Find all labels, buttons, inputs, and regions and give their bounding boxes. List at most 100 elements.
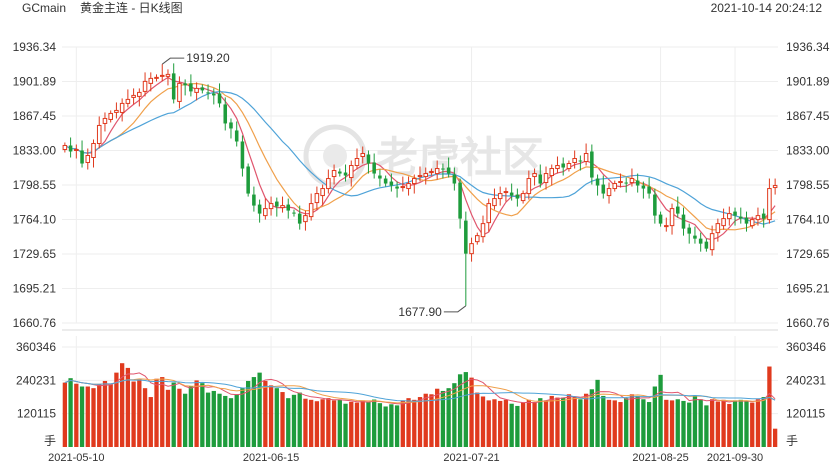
candle-body	[234, 130, 239, 142]
volume-bar	[572, 397, 577, 447]
y-tick-right: 1901.89	[786, 75, 830, 89]
volume-bar	[492, 399, 497, 447]
volume-bar	[624, 398, 629, 447]
volume-bar	[652, 386, 657, 447]
volume-bar	[200, 383, 205, 447]
volume-bar	[280, 392, 285, 447]
candle-body	[389, 181, 394, 186]
volume-bar	[188, 385, 194, 447]
candle-body	[165, 73, 171, 77]
volume-bar	[108, 384, 113, 447]
high-marker-line	[161, 57, 185, 65]
candle-body	[452, 174, 457, 184]
candle-body	[561, 163, 565, 168]
volume-bar	[360, 400, 365, 447]
volume-bar	[595, 379, 600, 447]
volume-bar	[119, 363, 125, 447]
candle-body	[532, 173, 537, 178]
grid	[62, 46, 778, 447]
volume-bar	[372, 399, 377, 447]
candle-body	[297, 213, 302, 224]
volume-bar	[578, 399, 583, 447]
volume-bar	[194, 380, 199, 447]
candle-body	[212, 93, 216, 96]
axes: 1936.34 1936.34 1901.89 1901.89 1867.45 1867.…	[13, 40, 830, 464]
y-tick-right: 1867.45	[786, 109, 830, 123]
watermark-logo-center	[323, 144, 347, 168]
volume-bar	[681, 400, 686, 447]
volume-bar	[320, 399, 325, 447]
volume-bar	[389, 404, 394, 447]
candle-body	[62, 144, 68, 150]
candle-body	[326, 178, 331, 190]
candle-body	[681, 214, 686, 229]
candle-body	[555, 165, 560, 170]
candle-body	[601, 184, 606, 194]
candle-body	[372, 162, 376, 174]
volume-bar	[583, 393, 589, 447]
candle-body	[761, 213, 766, 219]
volume-bar	[669, 400, 675, 447]
candle-body	[131, 94, 136, 98]
candle-body	[189, 83, 193, 92]
y-tick-right: 1764.10	[786, 213, 830, 227]
candle-body	[595, 178, 600, 186]
volume-bar	[532, 402, 537, 447]
volume-bar	[727, 403, 732, 447]
volume-bar	[154, 378, 159, 447]
low-marker-label: 1677.90	[398, 305, 442, 319]
candle-body	[114, 109, 119, 113]
candle-body	[641, 185, 646, 189]
candle-body	[755, 215, 761, 221]
candle-body	[543, 173, 549, 184]
candle-body	[252, 194, 256, 206]
candle-body	[675, 206, 680, 214]
volume-bar	[721, 399, 726, 447]
watermark-text: 老虎社区	[376, 133, 544, 182]
volume-bar	[635, 395, 640, 447]
candle-body	[177, 82, 182, 102]
candle-body	[159, 74, 165, 77]
volume-bar	[692, 395, 698, 447]
volume-bar	[343, 403, 348, 447]
volume-bar	[400, 400, 405, 447]
candle-body	[96, 124, 102, 144]
candles	[62, 63, 778, 306]
candle-body	[411, 178, 417, 185]
annotations: 1919.20 1677.90	[161, 51, 467, 319]
candle-body	[206, 92, 210, 94]
candle-body	[549, 168, 555, 177]
volume-bar	[211, 390, 216, 447]
volume-tick-right: 240231	[786, 373, 826, 387]
candle-body	[704, 241, 709, 249]
x-tick-label: 2021-06-15	[243, 452, 299, 464]
y-tick-right: 1660.76	[786, 316, 830, 330]
candle-body	[520, 193, 526, 202]
candle-body	[727, 213, 732, 220]
candle-body	[503, 191, 509, 194]
volume-bar	[326, 398, 331, 447]
candle-body	[658, 214, 663, 224]
volume-bar	[423, 393, 428, 447]
candle-body	[343, 172, 348, 176]
volume-bar	[366, 402, 371, 447]
candle-body	[458, 182, 462, 219]
candle-body	[314, 193, 320, 204]
candle-body	[733, 211, 737, 216]
volume-bar	[354, 402, 360, 447]
volume-bar	[251, 377, 257, 447]
volume-bar	[274, 388, 279, 447]
volume-bar	[337, 399, 342, 447]
y-tick-right: 1936.34	[786, 40, 830, 54]
volume-bar	[664, 399, 669, 447]
candle-body	[669, 208, 675, 227]
volume-bar	[85, 386, 90, 447]
candle-body	[429, 171, 434, 174]
volume-bar	[549, 395, 554, 447]
volume-bar	[286, 398, 291, 447]
candle-body	[194, 87, 199, 93]
ma-fast-line	[64, 76, 776, 241]
volume-bar	[435, 388, 440, 447]
